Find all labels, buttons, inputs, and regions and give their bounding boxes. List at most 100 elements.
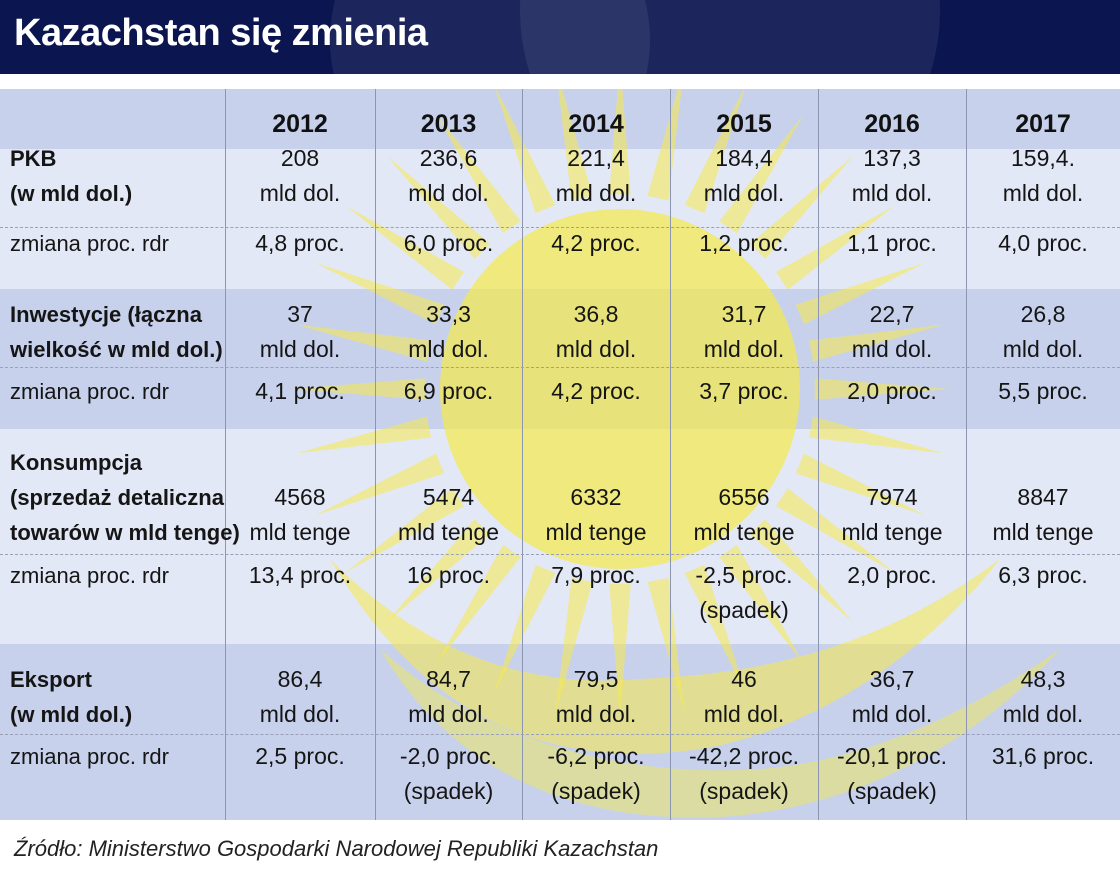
value-cell: 37 mld dol. [225, 297, 375, 367]
change-cell-line: -2,0 proc. [399, 743, 498, 769]
column-divider [670, 89, 671, 820]
change-cell-line: 31,6 proc. [991, 743, 1095, 769]
change-cell-line: 7,9 proc. [551, 562, 641, 588]
value-cell: 236,6 mld dol. [375, 141, 522, 211]
value-cell-line: 137,3 [863, 145, 921, 171]
sun-ray [495, 89, 556, 214]
change-cell-line: (spadek) [847, 778, 937, 804]
column-divider [818, 89, 819, 820]
year-header: 2016 [864, 110, 920, 138]
row-label: Inwestycje (łączna wielkość w mld dol.) [10, 297, 223, 367]
value-cell-line: 208 [280, 145, 320, 171]
source-note: Źródło: Ministerstwo Gospodarki Narodowe… [14, 836, 659, 861]
value-cell: 184,4 mld dol. [670, 141, 818, 211]
value-cell-line: mld dol. [555, 336, 637, 362]
eagle-wing [330, 559, 1000, 754]
sun-ray [290, 378, 426, 400]
value-cell-line: 184,4 [715, 145, 773, 171]
sun-ray [808, 324, 944, 362]
row-divider [0, 554, 1120, 555]
sun-ray [558, 89, 593, 201]
sun-disc [440, 209, 800, 569]
value-cell-line: mld dol. [851, 180, 933, 206]
row-band [0, 149, 1120, 229]
sun-ray [647, 89, 682, 201]
change-label-line: zmiana proc. rdr [10, 563, 169, 588]
value-cell-line: mld dol. [555, 701, 637, 727]
change-cell: -2,5 proc. (spadek) [670, 558, 818, 628]
change-cell: 4,2 proc. [522, 226, 670, 261]
change-cell-line: -42,2 proc. [689, 743, 799, 769]
row-label-line: (sprzedaż detaliczna [10, 485, 224, 510]
value-cell-line: 159,4. [1011, 145, 1075, 171]
row-label-line: towarów w mld tenge) [10, 520, 240, 545]
change-cell-line: -2,5 proc. [695, 562, 793, 588]
value-cell-line: mld dol. [408, 180, 489, 206]
change-label: zmiana proc. rdr [10, 739, 169, 774]
value-cell-line: 22,7 [869, 301, 915, 327]
change-cell: 2,0 proc. [818, 558, 966, 593]
change-cell: 6,9 proc. [375, 374, 522, 409]
sun-ray [609, 583, 631, 719]
value-cell-line: 6332 [570, 484, 622, 510]
value-cell-line: mld tenge [992, 519, 1094, 545]
change-cell-line: 4,2 proc. [551, 230, 641, 256]
change-cell: 16 proc. [375, 558, 522, 593]
change-cell: 6,0 proc. [375, 226, 522, 261]
value-cell-line: 48,3 [1020, 666, 1066, 692]
change-cell-line: 4,0 proc. [998, 230, 1088, 256]
value-cell-line: 4568 [274, 484, 326, 510]
kazakh-flag-emblem [290, 89, 1060, 818]
value-cell-line: mld dol. [703, 336, 785, 362]
value-cell: 33,3 mld dol. [375, 297, 522, 367]
change-cell: 5,5 proc. [966, 374, 1120, 409]
row-divider [0, 227, 1120, 228]
value-cell-line: 37 [287, 301, 313, 327]
value-cell: 5474 mld tenge [375, 480, 522, 550]
value-cell-line: 8847 [1017, 484, 1069, 510]
sun-ray [315, 453, 445, 516]
year-header: 2013 [420, 110, 477, 138]
change-cell-line: 6,0 proc. [403, 230, 494, 256]
sun-ray [775, 205, 895, 290]
sun-ray [750, 519, 854, 623]
change-cell-line: 4,2 proc. [551, 378, 641, 404]
change-label: zmiana proc. rdr [10, 558, 169, 593]
value-cell: 22,7 mld dol. [818, 297, 966, 367]
sun-ray [795, 453, 925, 516]
change-cell: 1,1 proc. [818, 226, 966, 261]
row-label-line: wielkość w mld dol.) [10, 337, 223, 362]
change-cell: 3,7 proc. [670, 374, 818, 409]
value-cell-line: mld tenge [841, 519, 943, 545]
change-cell-line: 2,0 proc. [847, 562, 937, 588]
value-cell: 6332 mld tenge [522, 480, 670, 550]
value-cell-line: mld dol. [259, 180, 341, 206]
value-cell-line: mld tenge [545, 519, 647, 545]
change-cell-line: 4,8 proc. [255, 230, 345, 256]
change-cell: -6,2 proc. (spadek) [522, 739, 670, 809]
value-cell-line: mld dol. [1002, 180, 1084, 206]
value-cell-line: mld dol. [408, 701, 489, 727]
value-cell: 4568 mld tenge [225, 480, 375, 550]
value-cell-line: 6556 [718, 484, 770, 510]
column-divider [966, 89, 967, 820]
row-label-line: PKB [10, 146, 57, 171]
change-label-line: zmiana proc. rdr [10, 231, 169, 256]
value-cell: 8847 mld tenge [966, 480, 1120, 550]
value-cell-line: 31,7 [721, 301, 767, 327]
value-cell-line: 84,7 [426, 666, 471, 692]
value-cell: 86,4 mld dol. [225, 662, 375, 732]
value-cell-line: mld dol. [703, 701, 785, 727]
change-cell: -42,2 proc. (spadek) [670, 739, 818, 809]
row-band [0, 734, 1120, 820]
value-cell: 6556 mld tenge [670, 480, 818, 550]
change-cell-line: 5,5 proc. [998, 378, 1088, 404]
value-cell: 26,8 mld dol. [966, 297, 1120, 367]
change-cell-line: 13,4 proc. [248, 562, 352, 588]
value-cell-line: 7974 [866, 484, 918, 510]
sun-ray [296, 416, 432, 454]
change-cell: 2,5 proc. [225, 739, 375, 774]
row-divider [0, 367, 1120, 368]
sun-ray [750, 155, 854, 259]
change-cell-line: (spadek) [699, 778, 789, 804]
